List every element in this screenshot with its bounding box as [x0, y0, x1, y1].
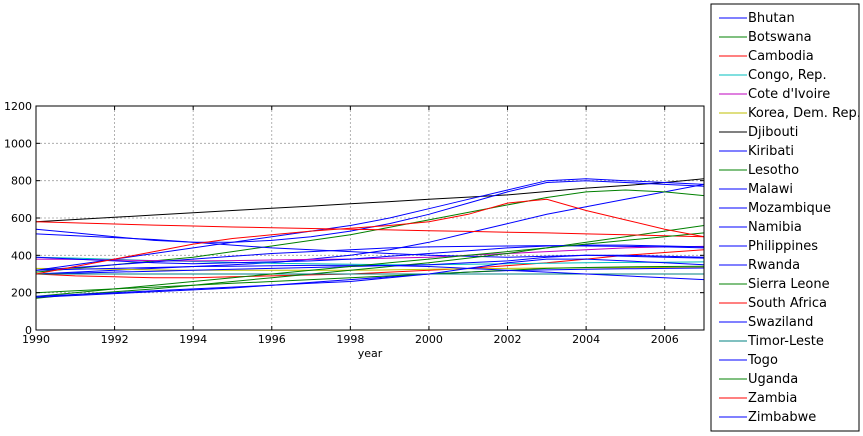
legend-entry: Philippines — [719, 239, 818, 254]
y-tick-label: 200 — [11, 287, 32, 300]
series-line-uganda — [35, 232, 705, 297]
legend-entry: Botswana — [719, 30, 812, 45]
legend-label: Mozambique — [748, 201, 831, 216]
legend-label: Namibia — [748, 220, 802, 235]
legend-label: Rwanda — [748, 258, 800, 273]
legend-entry: Rwanda — [719, 258, 800, 273]
legend-label: Botswana — [748, 30, 812, 45]
series-line-cambodia — [35, 249, 705, 279]
x-tick-label: 2002 — [494, 333, 522, 346]
x-tick-label: 1998 — [336, 333, 364, 346]
legend-entry: Malawi — [719, 182, 793, 197]
legend-entry: Mozambique — [719, 201, 831, 216]
legend-entry: Zimbabwe — [719, 410, 816, 425]
legend-label: Kiribati — [748, 144, 794, 159]
y-tick-label: 0 — [25, 324, 32, 337]
legend-entry: Lesotho — [719, 163, 799, 178]
legend-entry: Korea, Dem. Rep. — [719, 106, 861, 121]
x-tick-label: 1994 — [179, 333, 207, 346]
series-line-malawi — [35, 254, 705, 275]
x-tick-label: 2006 — [651, 333, 679, 346]
series-line-cote-d-ivoire — [35, 245, 705, 262]
y-tick-label: 1200 — [4, 100, 32, 113]
series-line-sierra-leone — [35, 265, 705, 294]
legend-label: Malawi — [748, 182, 793, 197]
legend-entry: Zambia — [719, 391, 797, 406]
legend-label: Korea, Dem. Rep. — [748, 106, 861, 121]
legend-entry: South Africa — [719, 296, 827, 311]
y-tick-label: 1000 — [4, 137, 32, 150]
x-tick-label: 2000 — [415, 333, 443, 346]
legend-entry: Swaziland — [719, 315, 813, 330]
legend-entry: Sierra Leone — [719, 277, 830, 292]
series-line-south-africa — [35, 221, 705, 238]
legend-label: Uganda — [748, 372, 798, 387]
legend: Bhutan Botswana Cambodia Congo, Rep. Cote d'… — [710, 3, 861, 432]
series-line-swaziland — [35, 244, 705, 265]
legend-entry: Uganda — [719, 372, 798, 387]
series-line-botswana — [35, 189, 705, 273]
legend-entry: Togo — [719, 353, 778, 368]
series-line-philippines — [35, 178, 705, 271]
y-tick-label: 400 — [11, 249, 32, 262]
legend-label: Cote d'Ivoire — [748, 87, 830, 102]
legend-label: Djibouti — [748, 125, 798, 140]
legend-entry: Cote d'Ivoire — [719, 87, 830, 102]
y-tick-label: 600 — [11, 212, 32, 225]
series-lines — [35, 178, 705, 299]
legend-label: Swaziland — [748, 315, 813, 330]
legend-label: Cambodia — [748, 49, 814, 64]
y-axis: 0 200 400 600 800 1000 1200 — [4, 100, 704, 337]
legend-entry: Congo, Rep. — [719, 68, 827, 83]
legend-label: Togo — [747, 353, 778, 368]
series-line-namibia — [35, 180, 705, 243]
legend-entry: Bhutan — [719, 11, 795, 26]
series-line-togo — [35, 264, 705, 281]
x-tick-label: 1996 — [258, 333, 286, 346]
series-line-rwanda — [35, 267, 705, 298]
grid — [35, 105, 704, 331]
legend-label: Lesotho — [748, 163, 799, 178]
x-axis: 1990 1992 1994 1996 1998 2000 2002 2004 2006 — [22, 106, 679, 346]
x-axis-label: year — [358, 347, 383, 360]
legend-entry: Timor-Leste — [719, 334, 824, 349]
legend-label: South Africa — [748, 296, 827, 311]
legend-label: Bhutan — [748, 11, 795, 26]
x-tick-label: 1992 — [101, 333, 129, 346]
legend-label: Zimbabwe — [748, 410, 816, 425]
x-tick-label: 2004 — [572, 333, 600, 346]
legend-entry: Kiribati — [719, 144, 794, 159]
series-line-zimbabwe — [35, 258, 705, 297]
legend-label: Congo, Rep. — [748, 68, 827, 83]
x-tick-label: 1990 — [22, 333, 50, 346]
legend-entry: Cambodia — [719, 49, 814, 64]
legend-entry: Namibia — [719, 220, 802, 235]
legend-entry: Djibouti — [719, 125, 798, 140]
legend-label: Philippines — [748, 239, 818, 254]
y-tick-label: 800 — [11, 175, 32, 188]
legend-label: Zambia — [748, 391, 797, 406]
legend-label: Timor-Leste — [747, 334, 824, 349]
series-line-lesotho — [35, 225, 705, 299]
series-line-djibouti — [35, 178, 705, 223]
series-line-zambia — [35, 198, 705, 275]
legend-label: Sierra Leone — [748, 277, 830, 292]
